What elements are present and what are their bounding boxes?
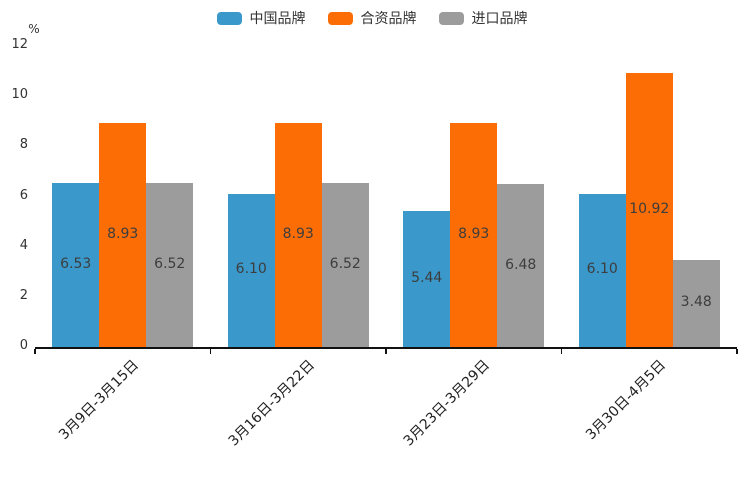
x-axis-category-label-text: 3月30日-4月5日: [582, 357, 669, 444]
bar: [146, 183, 194, 347]
x-axis-category-label-text: 3月16日-3月22日: [225, 357, 318, 450]
bar-value-label: 8.93: [282, 226, 314, 242]
bar-value-label: 6.52: [329, 256, 361, 273]
bar: [497, 184, 545, 347]
x-axis-tick: [560, 349, 562, 354]
bar: [403, 210, 451, 347]
bar-value-label: 10.92: [629, 201, 670, 218]
bar: [625, 73, 673, 347]
bar: [99, 123, 147, 347]
bar-value-label: 5.44: [411, 269, 443, 286]
legend-item[interactable]: 合资品牌: [327, 8, 417, 28]
x-axis-tick: [736, 349, 738, 354]
bar: [578, 193, 626, 347]
legend-label: 中国品牌: [249, 11, 306, 27]
legend-item[interactable]: 中国品牌: [216, 8, 306, 28]
bar-value-label: 6.53: [60, 256, 92, 273]
bar: [227, 193, 275, 347]
y-axis-tick-label: 6: [19, 187, 28, 203]
x-axis-tick: [385, 349, 387, 354]
legend-swatch-icon: [438, 11, 464, 25]
bar-value-label: 6.52: [154, 256, 186, 273]
bar-value-label: 6.48: [505, 256, 537, 273]
x-axis-category-label-text: 3月9日-3月15日: [56, 357, 143, 444]
legend: 中国品牌 合资品牌 进口品牌: [0, 8, 744, 28]
y-axis-tick-label: 8: [19, 137, 28, 153]
y-axis-tick-label: 10: [11, 87, 28, 103]
y-axis-tick-label: 4: [19, 237, 28, 253]
x-axis-tick: [34, 349, 36, 354]
y-axis-tick-label: 12: [11, 37, 28, 52]
bar-value-label: 3.48: [680, 294, 712, 311]
legend-label: 合资品牌: [360, 11, 417, 27]
legend-label: 进口品牌: [471, 11, 528, 27]
bar: [672, 259, 720, 347]
legend-swatch-icon: [327, 11, 353, 25]
bar: [274, 123, 322, 347]
legend-swatch-icon: [216, 11, 242, 25]
bar-value-label: 8.93: [458, 226, 490, 242]
bar: [450, 123, 498, 347]
x-axis-tick: [209, 349, 211, 354]
bar: [321, 183, 369, 347]
y-axis-tick-label: 2: [19, 287, 28, 303]
bar-value-label: 6.10: [235, 261, 267, 278]
x-axis-category-label-text: 3月23日-3月29日: [400, 357, 494, 450]
y-axis-tick-label: 0: [19, 338, 28, 353]
bar-value-label: 8.93: [107, 226, 139, 242]
bar-value-label: 6.10: [586, 261, 618, 278]
y-axis-unit-label: %: [28, 22, 40, 36]
x-axis-line: [35, 347, 737, 349]
legend-item[interactable]: 进口品牌: [438, 8, 528, 28]
bar: [52, 183, 100, 347]
